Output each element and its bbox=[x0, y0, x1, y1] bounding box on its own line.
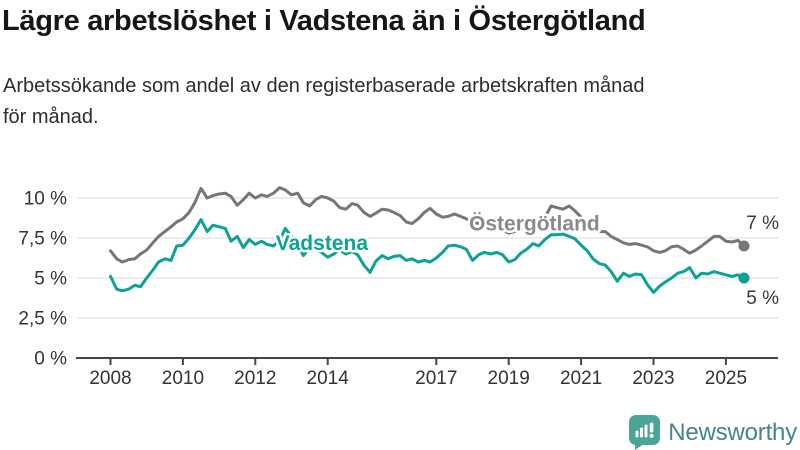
series-line-vadstena bbox=[109, 218, 746, 294]
newsworthy-logo: Newsworthy bbox=[629, 415, 797, 450]
x-tick-label: 2017 bbox=[415, 368, 457, 389]
series-label-östergötland: Östergötland bbox=[469, 213, 600, 236]
x-tick-label: 2019 bbox=[488, 368, 530, 389]
series-label-vadstena: Vadstena bbox=[276, 232, 369, 255]
x-tick-label: 2010 bbox=[162, 368, 204, 389]
chart-subtitle-line1: Arbetssökande som andel av den registerb… bbox=[3, 75, 645, 97]
newsworthy-logo-icon bbox=[629, 415, 661, 450]
series-end-dot-vadstena bbox=[738, 272, 750, 284]
chart-subtitle-line2: för månad. bbox=[3, 106, 99, 128]
y-tick-label: 10 % bbox=[24, 189, 67, 210]
y-tick-label: 7,5 % bbox=[18, 229, 67, 250]
x-tick-label: 2023 bbox=[632, 368, 674, 389]
series-end-value-vadstena: 5 % bbox=[746, 288, 779, 309]
chart-title: Lägre arbetslöshet i Vadstena än i Öster… bbox=[2, 5, 646, 37]
x-tick-label: 2008 bbox=[89, 368, 131, 389]
x-tick-label: 2012 bbox=[234, 368, 276, 389]
x-tick-label: 2014 bbox=[307, 368, 350, 389]
y-tick-label: 0 % bbox=[34, 349, 67, 370]
newsworthy-wordmark: Newsworthy bbox=[668, 418, 797, 446]
x-tick-label: 2025 bbox=[705, 368, 747, 389]
series-end-value-östergötland: 7 % bbox=[746, 213, 779, 234]
y-tick-label: 2,5 % bbox=[18, 309, 67, 330]
chart-subtitle: Arbetssökande som andel av den registerb… bbox=[3, 71, 793, 133]
series-end-dot-östergötland bbox=[738, 240, 750, 252]
x-tick-label: 2021 bbox=[560, 368, 602, 389]
y-tick-label: 5 % bbox=[34, 269, 67, 290]
series-line-östergötland bbox=[109, 186, 746, 264]
